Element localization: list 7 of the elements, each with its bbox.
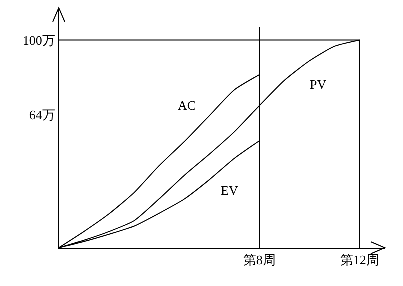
series-label: EV	[221, 183, 239, 198]
y-tick-label: 64万	[29, 108, 56, 123]
y-tick-label: 100万	[22, 32, 56, 48]
series-label: AC	[178, 98, 196, 113]
x-tick-label: 第12周	[340, 252, 380, 268]
series-label: PV	[310, 77, 328, 92]
x-tick-label: 第8周	[243, 252, 276, 268]
